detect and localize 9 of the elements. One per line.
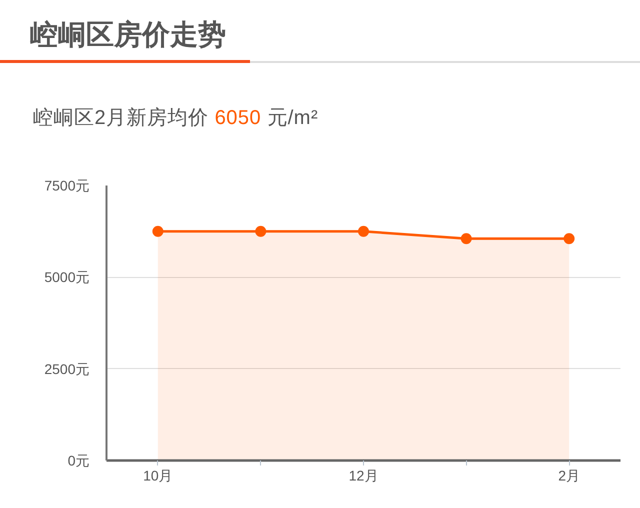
x-tick-label: 12月: [348, 468, 378, 484]
y-tick-label: 7500元: [44, 178, 90, 194]
y-tick-label: 0元: [68, 452, 90, 468]
chart-subtitle: 崆峒区2月新房均价 6050 元/m²: [33, 107, 318, 129]
x-tick-label: 2月: [558, 468, 580, 484]
chart-title: 崆峒区房价走势: [30, 18, 226, 52]
x-tick-label: 10月: [143, 468, 173, 484]
y-tick-label: 2500元: [44, 360, 90, 377]
y-tick-label: 5000元: [44, 269, 90, 286]
